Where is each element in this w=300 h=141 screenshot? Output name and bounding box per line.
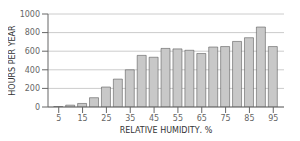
svg-text:1000: 1000 bbox=[20, 10, 40, 19]
svg-text:0: 0 bbox=[35, 103, 40, 112]
svg-text:600: 600 bbox=[25, 47, 40, 56]
svg-text:HOURS PER YEAR: HOURS PER YEAR bbox=[8, 25, 17, 96]
svg-text:15: 15 bbox=[77, 114, 87, 123]
svg-text:200: 200 bbox=[25, 84, 40, 93]
svg-text:25: 25 bbox=[101, 114, 111, 123]
svg-text:5: 5 bbox=[56, 114, 61, 123]
svg-text:45: 45 bbox=[149, 114, 159, 123]
svg-text:400: 400 bbox=[25, 66, 40, 75]
svg-text:35: 35 bbox=[125, 114, 135, 123]
svg-text:55: 55 bbox=[173, 114, 183, 123]
svg-text:95: 95 bbox=[268, 114, 278, 123]
svg-text:85: 85 bbox=[244, 114, 254, 123]
svg-text:800: 800 bbox=[25, 28, 40, 37]
svg-text:75: 75 bbox=[221, 114, 231, 123]
svg-text:65: 65 bbox=[197, 114, 207, 123]
svg-text:RELATIVE HUMIDITY, %: RELATIVE HUMIDITY, % bbox=[120, 126, 213, 133]
